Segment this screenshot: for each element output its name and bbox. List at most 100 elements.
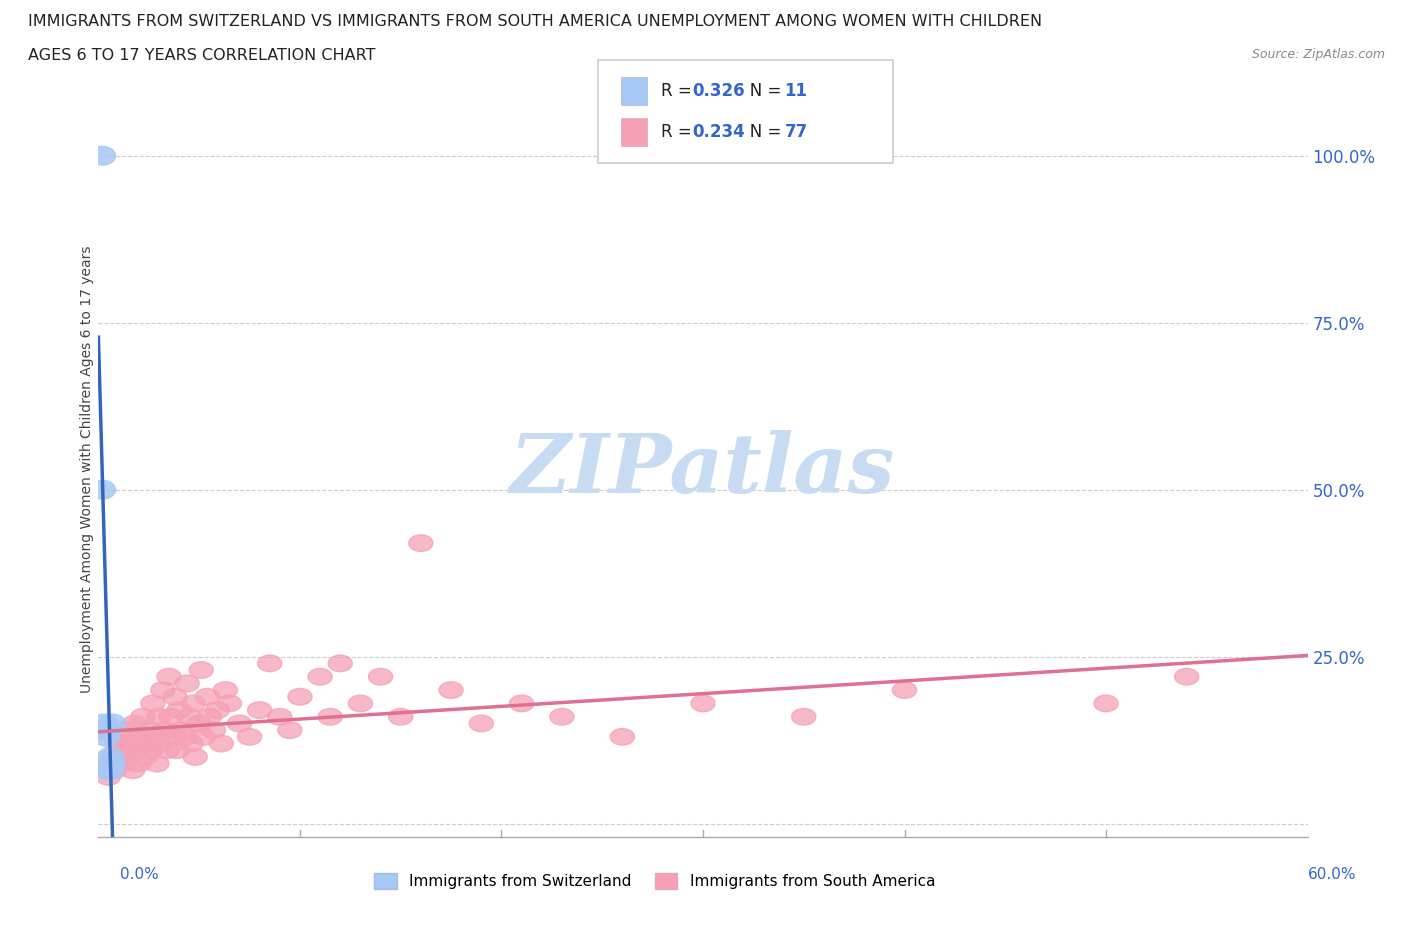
Ellipse shape xyxy=(127,755,150,772)
Text: 0.0%: 0.0% xyxy=(120,867,159,882)
Ellipse shape xyxy=(157,669,181,685)
Ellipse shape xyxy=(103,762,127,778)
Ellipse shape xyxy=(93,721,120,739)
Ellipse shape xyxy=(97,768,121,785)
Text: ZIPatlas: ZIPatlas xyxy=(510,430,896,510)
Ellipse shape xyxy=(117,749,141,765)
Ellipse shape xyxy=(155,742,179,759)
Ellipse shape xyxy=(228,715,252,732)
Ellipse shape xyxy=(191,728,215,745)
Ellipse shape xyxy=(181,695,205,711)
Ellipse shape xyxy=(129,728,153,745)
Ellipse shape xyxy=(159,709,183,725)
Ellipse shape xyxy=(470,715,494,732)
Ellipse shape xyxy=(104,735,129,751)
Ellipse shape xyxy=(169,722,193,738)
Legend: Immigrants from Switzerland, Immigrants from South America: Immigrants from Switzerland, Immigrants … xyxy=(368,868,941,896)
Ellipse shape xyxy=(90,480,115,499)
Ellipse shape xyxy=(96,721,121,739)
Ellipse shape xyxy=(550,709,574,725)
Y-axis label: Unemployment Among Women with Children Ages 6 to 17 years: Unemployment Among Women with Children A… xyxy=(80,246,94,694)
Ellipse shape xyxy=(409,535,433,551)
Ellipse shape xyxy=(100,749,125,765)
Ellipse shape xyxy=(146,709,172,725)
Ellipse shape xyxy=(150,682,174,698)
Text: AGES 6 TO 17 YEARS CORRELATION CHART: AGES 6 TO 17 YEARS CORRELATION CHART xyxy=(28,48,375,63)
Text: R =: R = xyxy=(661,82,697,100)
Ellipse shape xyxy=(131,709,155,725)
Text: N =: N = xyxy=(734,82,786,100)
Ellipse shape xyxy=(308,669,332,685)
Ellipse shape xyxy=(209,735,233,751)
Text: IMMIGRANTS FROM SWITZERLAND VS IMMIGRANTS FROM SOUTH AMERICA UNEMPLOYMENT AMONG : IMMIGRANTS FROM SWITZERLAND VS IMMIGRANT… xyxy=(28,14,1042,29)
Ellipse shape xyxy=(107,749,131,765)
Text: 0.234: 0.234 xyxy=(692,123,745,141)
Ellipse shape xyxy=(792,709,815,725)
Ellipse shape xyxy=(112,742,136,759)
Ellipse shape xyxy=(139,742,163,759)
Ellipse shape xyxy=(97,761,124,779)
Ellipse shape xyxy=(160,728,186,745)
Ellipse shape xyxy=(288,688,312,705)
Ellipse shape xyxy=(96,761,121,779)
Ellipse shape xyxy=(173,728,197,745)
Ellipse shape xyxy=(1174,669,1199,685)
Ellipse shape xyxy=(267,709,292,725)
Ellipse shape xyxy=(1094,695,1118,711)
Ellipse shape xyxy=(135,735,159,751)
Ellipse shape xyxy=(98,755,122,772)
Ellipse shape xyxy=(257,655,281,671)
Ellipse shape xyxy=(278,722,302,738)
Ellipse shape xyxy=(143,728,167,745)
Ellipse shape xyxy=(205,702,229,719)
Ellipse shape xyxy=(100,714,125,733)
Ellipse shape xyxy=(153,722,177,738)
Ellipse shape xyxy=(328,655,353,671)
Ellipse shape xyxy=(118,735,143,751)
Text: 11: 11 xyxy=(785,82,807,100)
Ellipse shape xyxy=(177,709,201,725)
Ellipse shape xyxy=(174,675,200,692)
Ellipse shape xyxy=(167,702,191,719)
Ellipse shape xyxy=(136,722,160,738)
Ellipse shape xyxy=(349,695,373,711)
Ellipse shape xyxy=(141,695,165,711)
Ellipse shape xyxy=(388,709,413,725)
Ellipse shape xyxy=(218,695,242,711)
Ellipse shape xyxy=(93,727,120,746)
Ellipse shape xyxy=(195,688,219,705)
Ellipse shape xyxy=(247,702,271,719)
Ellipse shape xyxy=(690,695,716,711)
Ellipse shape xyxy=(509,695,534,711)
Ellipse shape xyxy=(439,682,463,698)
Ellipse shape xyxy=(214,682,238,698)
Ellipse shape xyxy=(90,146,115,166)
Ellipse shape xyxy=(97,748,124,766)
Ellipse shape xyxy=(111,755,135,772)
Ellipse shape xyxy=(610,728,634,745)
Ellipse shape xyxy=(165,742,190,759)
Ellipse shape xyxy=(201,722,225,738)
Ellipse shape xyxy=(197,709,221,725)
Ellipse shape xyxy=(238,728,262,745)
Text: 77: 77 xyxy=(785,123,808,141)
Ellipse shape xyxy=(163,688,187,705)
Ellipse shape xyxy=(179,735,204,751)
Ellipse shape xyxy=(125,742,149,759)
Ellipse shape xyxy=(100,754,125,773)
Ellipse shape xyxy=(114,722,139,738)
Ellipse shape xyxy=(187,715,211,732)
Ellipse shape xyxy=(132,749,157,765)
Ellipse shape xyxy=(368,669,392,685)
Ellipse shape xyxy=(91,714,118,733)
Ellipse shape xyxy=(183,749,207,765)
Ellipse shape xyxy=(121,762,145,778)
Ellipse shape xyxy=(188,661,214,678)
Ellipse shape xyxy=(122,715,146,732)
Ellipse shape xyxy=(145,755,169,772)
Ellipse shape xyxy=(318,709,342,725)
Ellipse shape xyxy=(893,682,917,698)
Text: 60.0%: 60.0% xyxy=(1309,867,1357,882)
Text: Source: ZipAtlas.com: Source: ZipAtlas.com xyxy=(1251,48,1385,61)
Text: 0.326: 0.326 xyxy=(692,82,744,100)
